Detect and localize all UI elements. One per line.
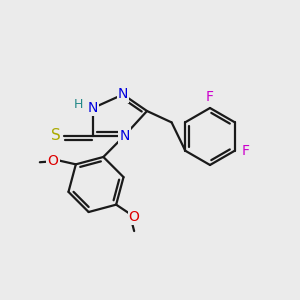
Text: H: H [74,98,83,112]
Text: F: F [206,90,214,104]
Text: N: N [88,101,98,115]
Text: S: S [51,128,60,143]
Text: O: O [129,210,140,224]
Text: N: N [119,129,130,142]
Text: F: F [242,144,250,158]
Text: O: O [48,154,58,168]
Text: N: N [118,88,128,101]
